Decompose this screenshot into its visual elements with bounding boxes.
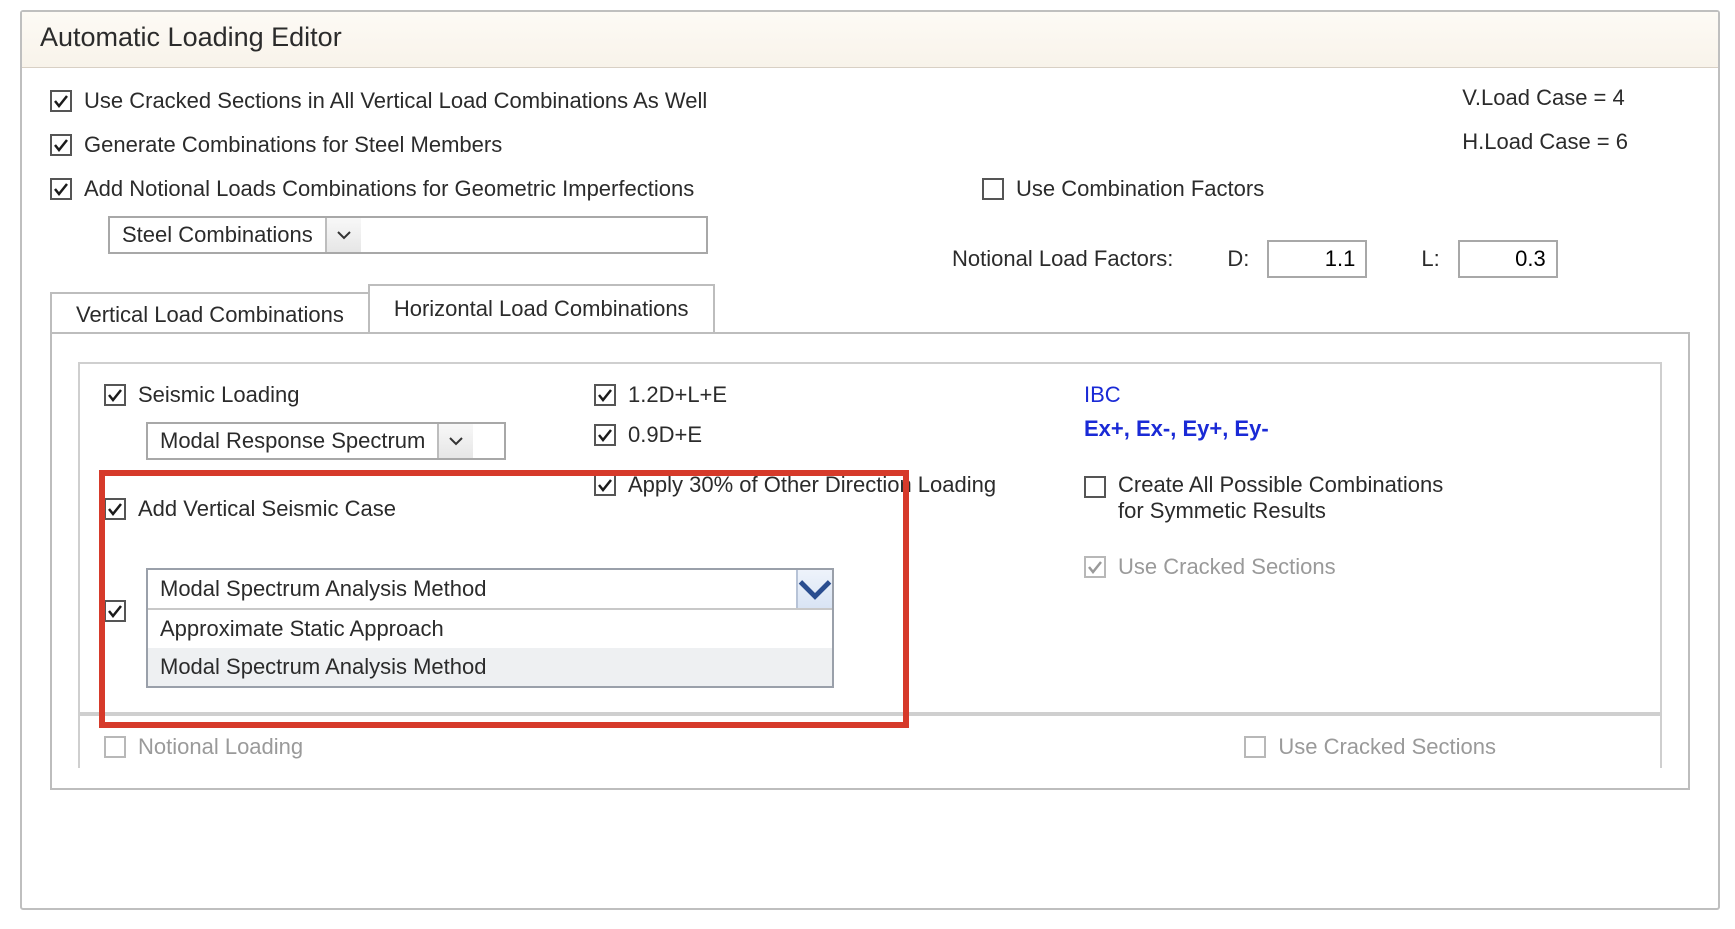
label-add-vertical-seismic: Add Vertical Seismic Case [138,496,396,522]
chevron-down-icon[interactable] [325,218,361,252]
checkbox-create-all-combos[interactable] [1084,476,1106,498]
notional-factors-row: Notional Load Factors: D: L: [952,240,1558,278]
tabstrip: Vertical Load Combinations Horizontal Lo… [50,284,1690,790]
dropdown-item-approx-static[interactable]: Approximate Static Approach [148,610,832,648]
label-combo-factors: Use Combination Factors [1016,176,1264,202]
combo-vertical-method-text: Modal Spectrum Analysis Method [148,570,796,608]
combo-seismic-method-text: Modal Response Spectrum [148,424,437,458]
factor-d-input[interactable] [1267,240,1367,278]
row-notional: Add Notional Loads Combinations for Geom… [50,176,1690,202]
row-gen-steel: Generate Combinations for Steel Members [50,132,1690,158]
dialog-content: Use Cracked Sections in All Vertical Loa… [22,68,1718,790]
row-cracked-all: Use Cracked Sections in All Vertical Loa… [50,88,1690,114]
checkbox-notional-loading [104,736,126,758]
combo-steel-combinations[interactable]: Steel Combinations [108,216,708,254]
combo-steel-text: Steel Combinations [110,218,325,252]
dialog-title: Automatic Loading Editor [22,12,1718,68]
factor-l-label: L: [1421,246,1439,272]
label-use-cracked-notional: Use Cracked Sections [1278,734,1496,760]
code-label: IBC [1084,382,1443,408]
label-apply-30pct: Apply 30% of Other Direction Loading [628,472,996,498]
tab-row: Vertical Load Combinations Horizontal Lo… [50,284,1690,334]
checkbox-combo-12dle[interactable] [594,384,616,406]
dialog-window: Automatic Loading Editor Use Cracked Sec… [20,10,1720,910]
group-notional-loading: Notional Loading Use Cracked Sections [78,714,1662,768]
label-create-all-combos: Create All Possible Combinations for Sym… [1118,472,1443,524]
combo-vertical-method-open[interactable]: Modal Spectrum Analysis Method Approxima… [146,568,834,688]
factor-d-label: D: [1227,246,1249,272]
label-notional: Add Notional Loads Combinations for Geom… [84,176,694,202]
label-create-all-line1: Create All Possible Combinations [1118,472,1443,497]
label-cracked-all: Use Cracked Sections in All Vertical Loa… [84,88,707,114]
notional-factors-label: Notional Load Factors: [952,246,1173,272]
combo-seismic-method[interactable]: Modal Response Spectrum [146,422,506,460]
checkbox-notional[interactable] [50,178,72,200]
chevron-down-icon[interactable] [437,424,473,458]
checkbox-add-vertical-seismic[interactable] [104,498,126,520]
checkbox-apply-30pct[interactable] [594,474,616,496]
checkbox-cracked-all[interactable] [50,90,72,112]
load-case-info: V.Load Case = 4 H.Load Case = 6 [1462,76,1628,164]
checkbox-combo-factors[interactable] [982,178,1004,200]
label-create-all-line2: for Symmetic Results [1118,498,1326,523]
label-notional-loading: Notional Loading [138,734,303,760]
label-combo-09de: 0.9D+E [628,422,702,448]
seismic-right-col: IBC Ex+, Ex-, Ey+, Ey- Create All Possib… [1084,382,1443,594]
row-combo-factors: Use Combination Factors [982,176,1264,202]
label-combo-12dle: 1.2D+L+E [628,382,727,408]
tab-vertical[interactable]: Vertical Load Combinations [50,292,370,336]
checkbox-gen-steel[interactable] [50,134,72,156]
seismic-mid-col: 1.2D+L+E 0.9D+E [594,382,1024,512]
checkbox-use-cracked-h [1084,556,1106,578]
directions-label: Ex+, Ex-, Ey+, Ey- [1084,416,1443,442]
tab-horizontal[interactable]: Horizontal Load Combinations [368,284,715,334]
label-gen-steel: Generate Combinations for Steel Members [84,132,502,158]
v-load-case: V.Load Case = 4 [1462,76,1628,120]
tab-panel-horizontal: Seismic Loading Modal Response Spectrum [50,332,1690,790]
checkbox-combo-09de[interactable] [594,424,616,446]
label-seismic-loading: Seismic Loading [138,382,299,408]
dropdown-item-modal-spectrum[interactable]: Modal Spectrum Analysis Method [148,648,832,686]
checkbox-seismic-loading[interactable] [104,384,126,406]
combo-vertical-method-header[interactable]: Modal Spectrum Analysis Method [148,570,832,610]
checkbox-hidden-under-dropdown[interactable] [104,600,126,622]
factor-l-input[interactable] [1458,240,1558,278]
h-load-case: H.Load Case = 6 [1462,120,1628,164]
checkbox-use-cracked-notional [1244,736,1266,758]
chevron-down-icon[interactable] [796,570,832,608]
label-use-cracked-h: Use Cracked Sections [1118,554,1336,580]
group-seismic: Seismic Loading Modal Response Spectrum [78,362,1662,714]
